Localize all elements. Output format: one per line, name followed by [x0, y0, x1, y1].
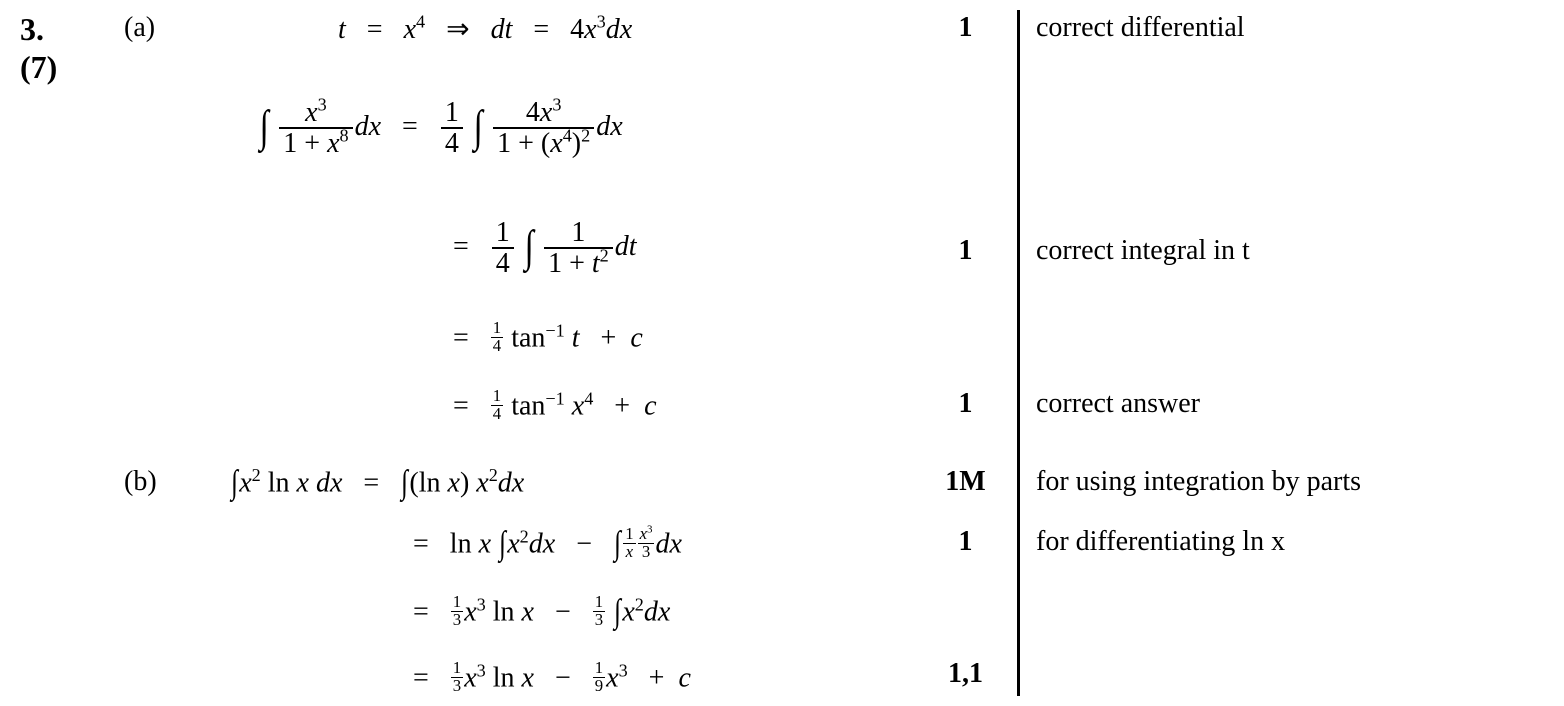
integral-sign: ∫ — [231, 464, 238, 502]
question-number-column: 3. (7) — [20, 10, 118, 696]
content-area: (a) t = x4 ⇒ dt = 4x3dx ∫ x3 1 + x8 dx = — [118, 10, 1544, 696]
sym-x: x — [404, 14, 416, 45]
eq: = — [367, 14, 383, 45]
mark-a1: 1 — [918, 12, 1013, 44]
solution-column: (a) t = x4 ⇒ dt = 4x3dx ∫ x3 1 + x8 dx = — [118, 10, 918, 696]
frac: 4x3 1 + (x4)2 — [493, 98, 594, 159]
b-line-1: ∫x2 ln x dx = ∫(ln x) x2dx — [230, 466, 524, 504]
question-number: 3. — [20, 10, 118, 48]
mark-b1: 1M — [918, 466, 1013, 498]
integral-sign: ∫ — [401, 464, 408, 502]
note-a3: correct answer — [1036, 388, 1200, 420]
integral-sign: ∫ — [614, 525, 621, 563]
sym-t: t — [338, 14, 346, 45]
sfrac: 19 — [593, 660, 605, 695]
frac: 1 1 + t2 — [544, 218, 613, 279]
frac: 1 4 — [441, 98, 463, 159]
exp-3: 3 — [597, 12, 606, 32]
a-line-4: = 14 tan−1 t + c — [453, 320, 643, 355]
mark-b3: 1,1 — [918, 658, 1013, 690]
integral-sign: ∫ — [524, 220, 533, 272]
note-a1: correct differential — [1036, 12, 1245, 44]
eq: = — [533, 14, 549, 45]
part-a-label: (a) — [124, 12, 155, 44]
mark-b2: 1 — [918, 526, 1013, 558]
sfrac: 13 — [593, 594, 605, 629]
integral-sign: ∫ — [614, 593, 621, 631]
mark-a3: 1 — [918, 388, 1013, 420]
marks-column: 1 1 1 1M 1 1,1 — [918, 10, 1013, 696]
sym-x: x — [584, 14, 596, 45]
num-4: 4 — [570, 14, 584, 45]
sfrac: 13 — [451, 660, 463, 695]
note-b2: for differentiating ln x — [1036, 526, 1285, 558]
b-line-4: = 13x3 ln x − 19x3 + c — [413, 660, 691, 695]
marking-scheme-page: 3. (7) (a) t = x4 ⇒ dt = 4x3dx ∫ x3 — [0, 0, 1564, 706]
sfrac: 13 — [451, 594, 463, 629]
b-line-2: = ln x ∫x2dx − ∫1xx33dx — [413, 526, 682, 565]
note-b1: for using integration by parts — [1036, 466, 1361, 498]
sfrac: 14 — [491, 320, 503, 355]
integral-sign: ∫ — [260, 100, 269, 152]
question-total-marks: (7) — [20, 48, 118, 86]
sfrac: 14 — [491, 388, 503, 423]
part-b-label: (b) — [124, 466, 157, 498]
a-line-2: ∫ x3 1 + x8 dx = 1 4 ∫ 4x3 1 + (x4)2 dx — [258, 98, 623, 159]
sym-dx: dx — [606, 14, 632, 45]
a-line-1: t = x4 ⇒ dt = 4x3dx — [338, 12, 632, 46]
integral-sign: ∫ — [499, 525, 506, 563]
exp-4: 4 — [416, 12, 425, 32]
a-line-3: = 1 4 ∫ 1 1 + t2 dt — [453, 218, 637, 279]
b-line-3: = 13x3 ln x − 13 ∫x2dx — [413, 594, 670, 633]
implies: ⇒ — [446, 14, 469, 45]
frac: x3 1 + x8 — [279, 98, 352, 159]
sym-dt: dt — [491, 14, 513, 45]
notes-column: correct differential correct integral in… — [1024, 10, 1544, 696]
vertical-divider — [1017, 10, 1020, 696]
a-line-5: = 14 tan−1 x4 + c — [453, 388, 657, 423]
frac: 1 4 — [492, 218, 514, 279]
sfrac: x33 — [638, 526, 655, 561]
integral-sign: ∫ — [473, 100, 482, 152]
mark-a2: 1 — [918, 235, 1013, 267]
sfrac: 1x — [623, 526, 635, 561]
note-a2: correct integral in t — [1036, 235, 1250, 267]
